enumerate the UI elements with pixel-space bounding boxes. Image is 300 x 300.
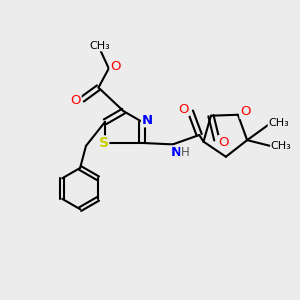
Text: N: N	[142, 114, 153, 127]
Text: CH₃: CH₃	[90, 41, 110, 51]
Text: CH₃: CH₃	[271, 141, 291, 151]
Text: S: S	[99, 136, 109, 150]
Text: O: O	[218, 136, 229, 149]
Text: O: O	[110, 61, 121, 74]
Text: CH₃: CH₃	[268, 118, 289, 128]
Text: O: O	[240, 105, 250, 118]
Text: O: O	[179, 103, 189, 116]
Text: O: O	[70, 94, 81, 107]
Text: N: N	[171, 146, 182, 159]
Text: H: H	[181, 146, 190, 159]
